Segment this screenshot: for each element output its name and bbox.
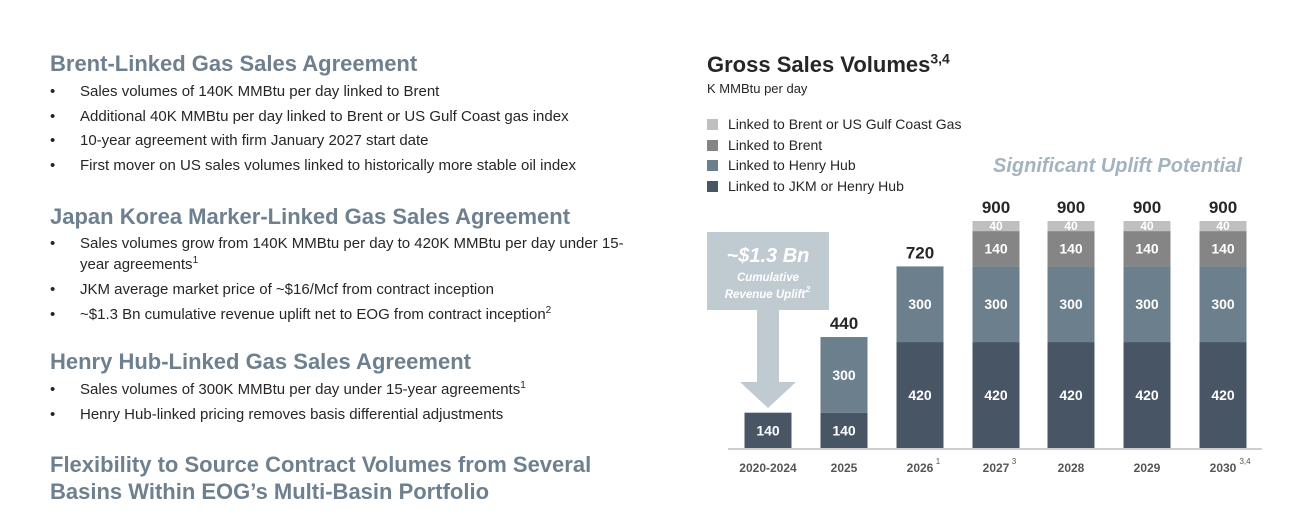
bar-segment <box>744 412 792 448</box>
total-label: 720 <box>906 243 934 262</box>
data-label: 420 <box>1059 387 1083 403</box>
callout-label-sup: 2 <box>805 285 811 294</box>
callout-arrow-shaft <box>757 309 779 383</box>
data-label: 140 <box>1211 241 1235 257</box>
legend-item: Linked to JKM or Henry Hub <box>707 176 961 197</box>
data-label: 300 <box>1211 296 1235 312</box>
data-label: 420 <box>1211 387 1235 403</box>
total-label: 900 <box>1133 198 1161 217</box>
bar-segment <box>820 412 868 448</box>
x-tick-label: 2030 <box>1210 461 1237 475</box>
total-label: 900 <box>982 198 1010 217</box>
data-label: 300 <box>984 296 1008 312</box>
x-tick-sup: 1 <box>936 457 941 466</box>
henry-hub-section: Henry Hub-Linked Gas Sales Agreement • Sa… <box>50 348 526 427</box>
data-label: 40 <box>1216 219 1230 233</box>
x-tick-label: 2028 <box>1058 461 1085 475</box>
data-label: 40 <box>989 219 1003 233</box>
data-label: 140 <box>984 241 1008 257</box>
callout-arrow-head <box>740 382 796 408</box>
data-label: 420 <box>908 387 932 403</box>
x-tick-label: 2020-2024 <box>739 461 797 475</box>
callout-value: ~$1.3 Bn <box>727 245 810 267</box>
bar-segment <box>1199 342 1247 448</box>
bar-segment <box>972 221 1020 232</box>
data-label: 420 <box>1135 387 1159 403</box>
bar-segment <box>972 266 1020 343</box>
legend-swatch <box>707 139 718 151</box>
bar-segment <box>1047 266 1095 343</box>
data-label: 300 <box>832 367 856 383</box>
henry-hub-bullets: • Sales volumes of 300K MMBtu per day und… <box>50 378 526 427</box>
legend-item: Linked to Brent or US Gulf Coast Gas <box>707 114 961 135</box>
bar-segment <box>1047 342 1095 448</box>
x-tick-sup: 3 <box>1012 457 1017 466</box>
callout-box <box>707 232 829 310</box>
data-label: 140 <box>832 422 856 438</box>
bullet-item: • ~$1.3 Bn cumulative revenue uplift net … <box>50 304 552 323</box>
jkm-section: Japan Korea Marker-Linked Gas Sales Agre… <box>50 203 640 327</box>
bar-segment <box>1199 266 1247 343</box>
bar-segment <box>1123 342 1171 448</box>
jkm-section-title: Japan Korea Marker-Linked Gas Sales Agre… <box>50 204 571 229</box>
x-tick-label: 2027 <box>983 461 1010 475</box>
bullet-item: • 10-year agreement with firm January 202… <box>50 132 429 149</box>
bar-segment <box>972 231 1020 267</box>
bar-segment <box>1123 231 1171 267</box>
brent-section: Brent-Linked Gas Sales Agreement • Sales … <box>50 50 576 178</box>
bar-segment <box>972 342 1020 448</box>
bar-segment <box>1199 231 1247 267</box>
uplift-annotation: Significant Uplift Potential <box>993 155 1242 177</box>
data-label: 140 <box>1135 241 1159 257</box>
data-label: 300 <box>1135 296 1159 312</box>
chart-legend: Linked to Brent or US Gulf Coast Gas Lin… <box>707 114 961 197</box>
x-tick-label: 2029 <box>1134 461 1161 475</box>
bullet-item: • Additional 40K MMBtu per day linked to … <box>50 107 569 125</box>
bullet-item: • Sales volumes grow from 140K MMBtu per … <box>50 235 624 273</box>
legend-item: Linked to Henry Hub <box>707 155 961 176</box>
legend-swatch <box>707 118 718 130</box>
bullet-item: • Sales volumes of 140K MMBtu per day lin… <box>50 83 440 100</box>
data-label: 40 <box>1064 219 1078 233</box>
flexibility-title: Flexibility to Source Contract Volumes f… <box>50 452 592 504</box>
total-label: 900 <box>1209 198 1237 217</box>
data-label: 40 <box>1140 219 1154 233</box>
brent-section-title: Brent-Linked Gas Sales Agreement <box>50 51 418 76</box>
chart-subtitle: K MMBtu per day <box>707 81 808 96</box>
bar-segment <box>820 337 868 413</box>
legend-item: Linked to Brent <box>707 135 961 156</box>
data-label: 420 <box>984 387 1008 403</box>
bar-segment <box>896 342 944 448</box>
total-label: 900 <box>1057 198 1085 217</box>
x-tick-label: 2025 <box>831 461 858 475</box>
chart-title: Gross Sales Volumes3,4 <box>707 50 950 77</box>
bar-segment <box>1123 266 1171 343</box>
legend-swatch <box>707 160 718 172</box>
jkm-bullets: • Sales volumes grow from 140K MMBtu per … <box>50 233 640 327</box>
data-label: 140 <box>1059 241 1083 257</box>
data-label: 300 <box>1059 296 1083 312</box>
callout-label-line1: Cumulative <box>737 272 800 284</box>
bar-segment <box>1199 221 1247 232</box>
x-tick-label: 2026 <box>907 461 934 475</box>
data-label: 140 <box>756 422 780 438</box>
legend-swatch <box>707 180 718 192</box>
bullet-item: • First mover on US sales volumes linked … <box>50 156 577 174</box>
x-tick-sup: 3,4 <box>1239 457 1251 466</box>
brent-bullets: • Sales volumes of 140K MMBtu per day lin… <box>50 80 576 178</box>
bar-segment <box>1047 231 1095 267</box>
data-label: 300 <box>908 296 932 312</box>
total-label: 440 <box>830 314 858 333</box>
bar-segment <box>896 266 944 343</box>
bar-segment <box>1123 221 1171 232</box>
bullet-item: • Henry Hub-linked pricing removes basis … <box>50 405 504 423</box>
bar-segment <box>1047 221 1095 232</box>
bullet-item: • Sales volumes of 300K MMBtu per day und… <box>50 380 526 399</box>
henry-hub-section-title: Henry Hub-Linked Gas Sales Agreement <box>50 349 471 374</box>
bullet-item: • JKM average market price of ~$16/Mcf fr… <box>50 281 494 298</box>
callout-label-line2: Revenue Uplift <box>725 289 807 301</box>
